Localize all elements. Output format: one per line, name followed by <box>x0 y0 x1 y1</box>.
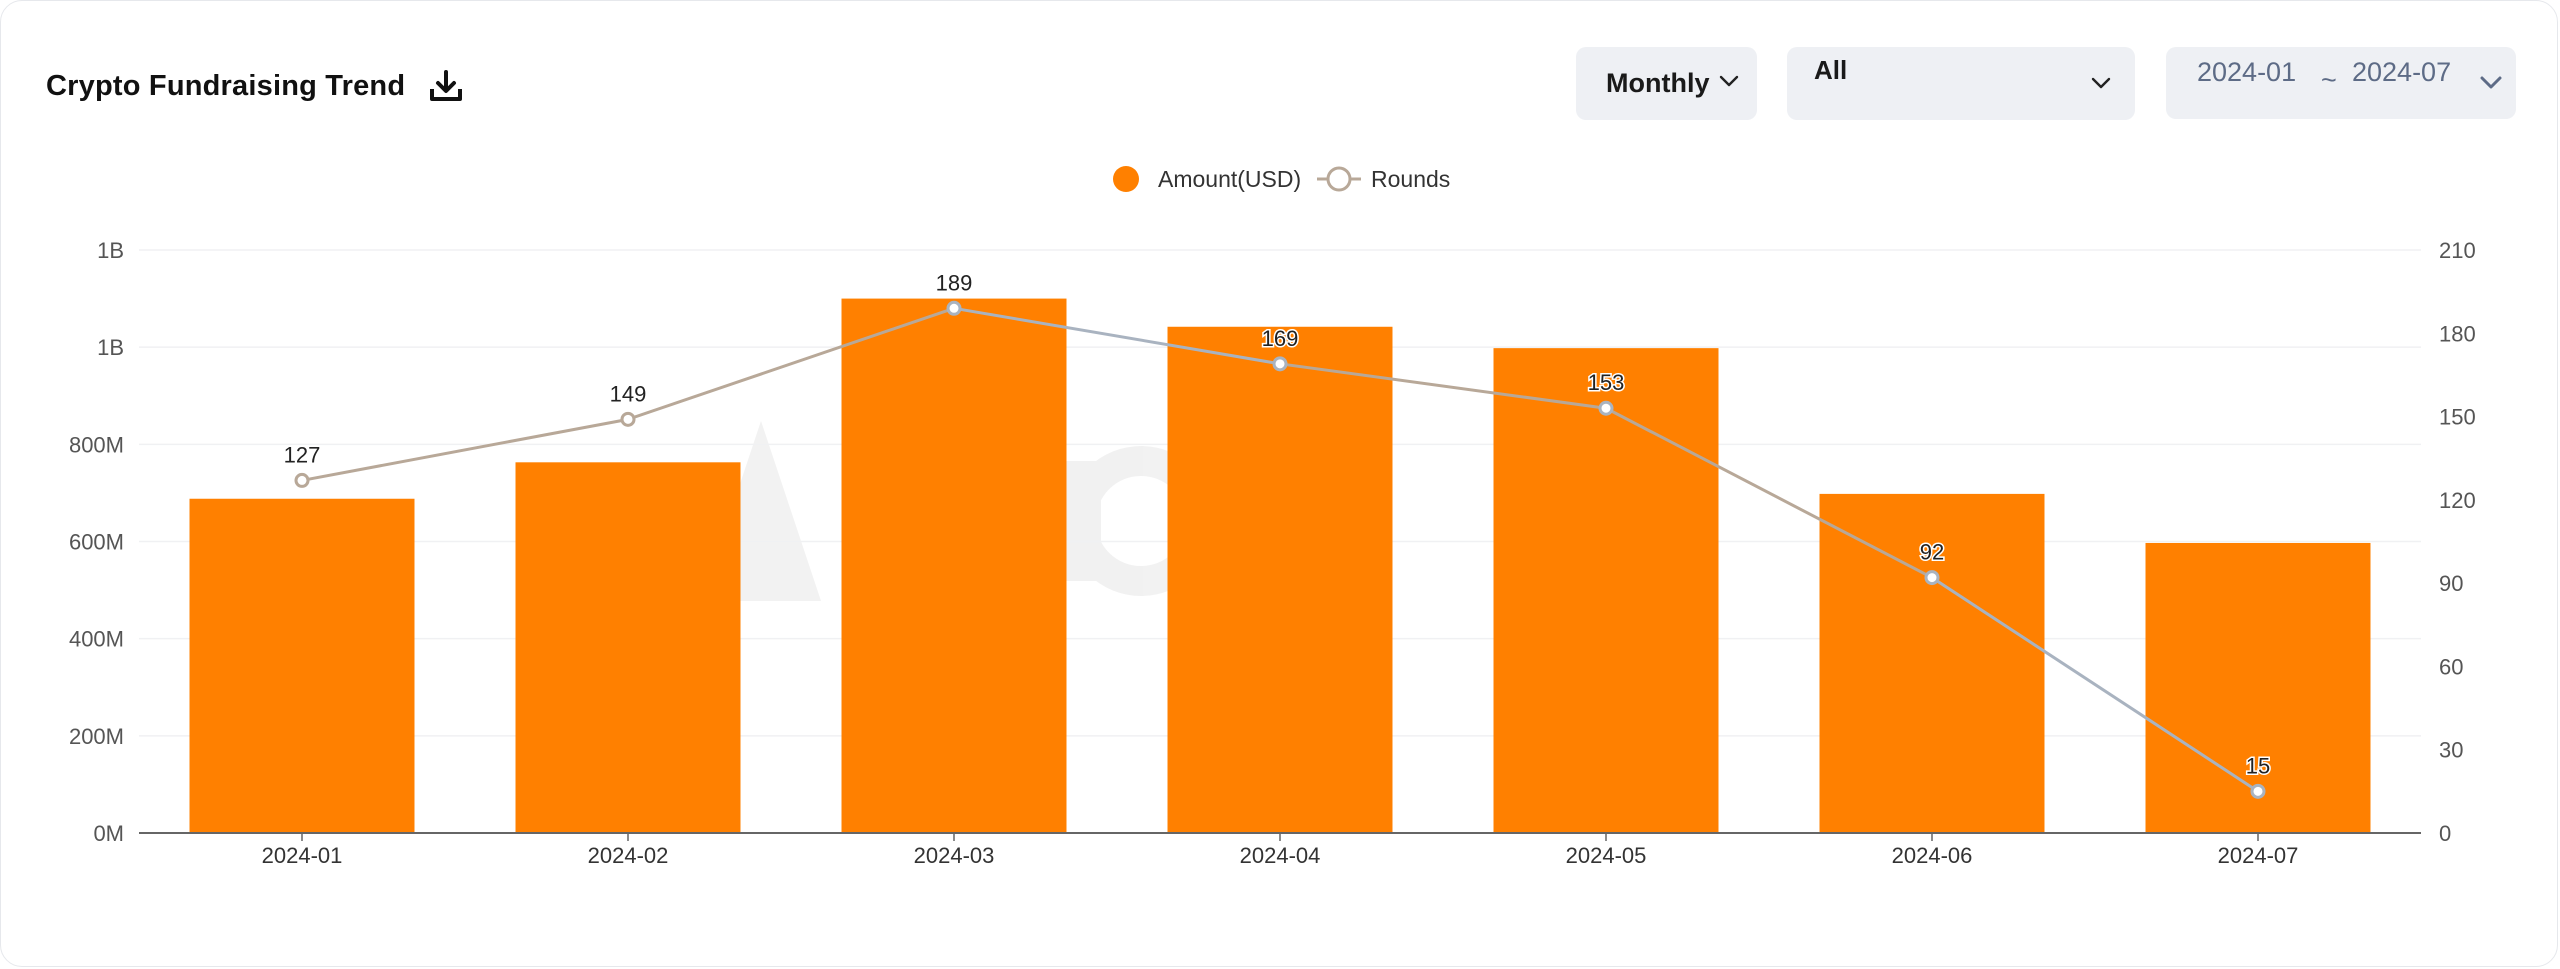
line-segment-rounds <box>953 306 1281 366</box>
y-left-tick-label: 1B <box>97 238 124 263</box>
download-icon[interactable] <box>429 69 463 103</box>
legend-label-rounds[interactable]: Rounds <box>1371 166 1450 192</box>
point-rounds-2024-07[interactable] <box>2250 783 2266 799</box>
chart-header: Crypto Fundraising Trend <box>46 63 463 109</box>
legend-marker-rounds[interactable] <box>1326 166 1352 192</box>
y-right-tick-label: 180 <box>2439 321 2476 346</box>
category-filter-select[interactable]: All <box>1787 47 2135 120</box>
data-label-rounds: 15 <box>2246 753 2270 778</box>
chart-title: Crypto Fundraising Trend <box>46 69 406 102</box>
period-select[interactable]: Monthly <box>1576 47 1757 120</box>
y-right-tick-label: 60 <box>2439 654 2463 679</box>
y-right-tick-label: 0 <box>2439 821 2451 846</box>
y-right-tick-label: 90 <box>2439 571 2463 596</box>
x-tick-label: 2024-05 <box>1566 843 1647 868</box>
y-left-tick-label: 200M <box>69 724 124 749</box>
bar-amount-2024-06[interactable] <box>1819 493 2045 833</box>
y-left-tick-label: 600M <box>69 530 124 555</box>
point-rounds-2024-01[interactable] <box>294 472 310 488</box>
point-rounds-2024-06[interactable] <box>1924 570 1940 586</box>
y-left-tick-label: 400M <box>69 627 124 652</box>
point-rounds-2024-04[interactable] <box>1272 356 1288 372</box>
chevron-down-icon <box>2480 76 2502 94</box>
bar-amount-2024-04[interactable] <box>1167 326 1393 833</box>
point-rounds-2024-02[interactable] <box>620 411 636 427</box>
point-rounds-2024-03[interactable] <box>946 300 962 316</box>
bar-amount-2024-03[interactable] <box>841 298 1067 833</box>
y-right-tick-label: 210 <box>2439 238 2476 263</box>
y-left-tick-label: 800M <box>69 432 124 457</box>
y-right-tick-label: 150 <box>2439 405 2476 430</box>
y-right-tick-label: 30 <box>2439 738 2463 763</box>
x-tick-label: 2024-01 <box>262 843 343 868</box>
data-label-rounds: 149 <box>610 381 647 406</box>
chevron-down-icon <box>2091 76 2111 94</box>
watermark-logo <box>701 421 1541 601</box>
data-label-rounds: 92 <box>1920 540 1944 565</box>
date-range-picker[interactable]: 2024-01 ~ 2024-07 <box>2166 47 2516 119</box>
data-label-rounds: 169 <box>1262 326 1299 351</box>
line-segment-rounds <box>1605 406 1933 579</box>
bar-amount-2024-02[interactable] <box>515 462 741 833</box>
date-range-start[interactable]: 2024-01 <box>2197 57 2297 87</box>
x-tick-label: 2024-03 <box>914 843 995 868</box>
line-segment-rounds <box>301 417 629 482</box>
legend-label-amount[interactable]: Amount(USD) <box>1158 166 1301 192</box>
data-label-rounds: 189 <box>936 270 973 295</box>
y-left-tick-label: 1B <box>97 335 124 360</box>
data-label-rounds: 153 <box>1588 370 1625 395</box>
legend-marker-amount[interactable] <box>1113 166 1139 192</box>
category-filter-value: All <box>1814 55 1848 85</box>
date-range-separator: ~ <box>2321 65 2337 95</box>
x-tick-label: 2024-06 <box>1892 843 1973 868</box>
x-tick-label: 2024-02 <box>588 843 669 868</box>
period-select-value: Monthly <box>1606 68 1710 98</box>
x-tick-label: 2024-04 <box>1240 843 1321 868</box>
y-right-tick-label: 120 <box>2439 488 2476 513</box>
y-left-tick-label: 0M <box>93 821 124 846</box>
line-segment-rounds <box>1279 362 1607 410</box>
bar-amount-2024-01[interactable] <box>189 498 415 833</box>
bar-amount-2024-05[interactable] <box>1493 348 1719 833</box>
data-label-rounds: 127 <box>284 442 321 467</box>
point-rounds-2024-05[interactable] <box>1598 400 1614 416</box>
date-range-end[interactable]: 2024-07 <box>2352 57 2452 87</box>
line-segment-rounds <box>627 306 955 421</box>
chevron-down-icon <box>1719 74 1739 92</box>
line-segment-rounds <box>1931 576 2259 793</box>
x-tick-label: 2024-07 <box>2218 843 2299 868</box>
